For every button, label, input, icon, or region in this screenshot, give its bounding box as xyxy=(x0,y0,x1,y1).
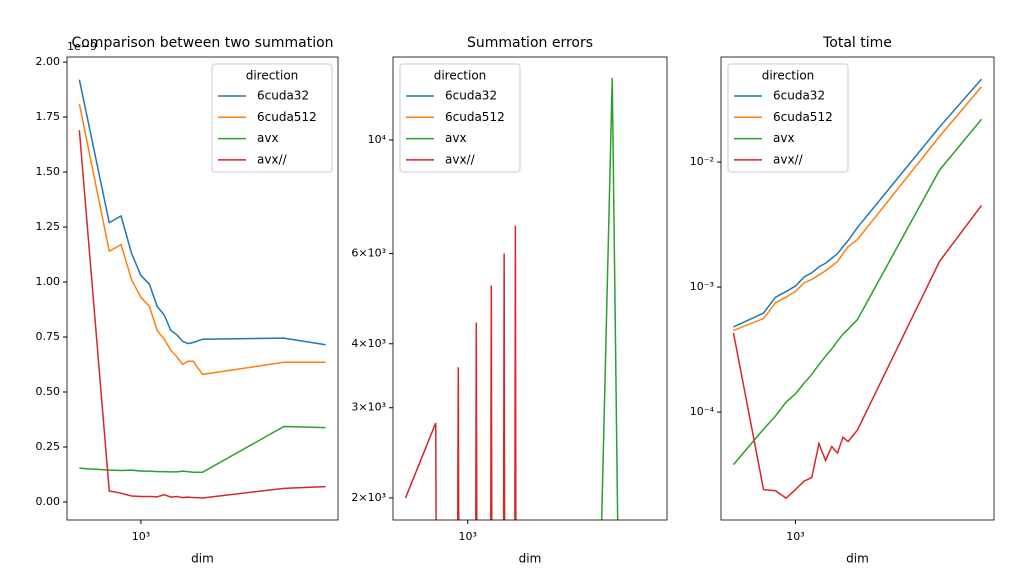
x-axis-label: dim xyxy=(846,552,869,566)
legend-label: avx xyxy=(445,131,467,145)
legend: direction 6cuda32 6cuda512 avx avx// xyxy=(727,63,849,173)
line-series xyxy=(732,118,983,466)
line-series xyxy=(79,425,326,474)
x-tick-label: 10³ xyxy=(459,530,477,543)
plot-area xyxy=(732,78,983,500)
x-axis-label: dim xyxy=(191,552,214,566)
legend-label: 6cuda32 xyxy=(773,89,825,103)
y-tick-label: 0.25 xyxy=(36,440,61,453)
x-tick-label: 10³ xyxy=(786,530,804,543)
legend-title: direction xyxy=(434,69,487,83)
y-tick-label: 0.50 xyxy=(36,385,61,398)
axes-frame xyxy=(720,56,995,521)
chart-title: Total time xyxy=(822,35,892,51)
legend: direction 6cuda32 6cuda512 avx avx// xyxy=(399,63,521,173)
y-tick-label: 1.00 xyxy=(36,275,61,288)
y-tick-label: 1.50 xyxy=(36,165,61,178)
y-tick-label: 2.00 xyxy=(36,55,61,68)
legend-label: avx// xyxy=(445,152,476,166)
axes-frame xyxy=(392,56,668,521)
legend-label: avx xyxy=(257,131,279,145)
y-tick-label: 2×10³ xyxy=(351,491,386,504)
y-tick-label: 10⁴ xyxy=(368,133,387,146)
y-tick-label: 10⁻² xyxy=(690,155,714,168)
y-tick-label: 1.75 xyxy=(36,110,61,123)
legend-title: direction xyxy=(762,69,815,83)
chart-title: Summation errors xyxy=(467,35,593,51)
subplot: Total time dim 10³ 10⁻⁴ 10⁻³ 10⁻² direction 6cu… xyxy=(690,35,995,566)
legend-label: 6cuda512 xyxy=(773,110,833,124)
y-tick-label: 3×10³ xyxy=(351,401,386,414)
y-tick-label: 0.75 xyxy=(36,330,61,343)
chart-title: Comparison between two summation xyxy=(71,35,333,51)
legend-label: avx// xyxy=(773,152,804,166)
line-series xyxy=(732,204,983,500)
axes-frame xyxy=(66,56,339,521)
plot-area xyxy=(78,79,326,499)
line-series xyxy=(78,130,326,499)
legend-box xyxy=(727,63,849,173)
y-tick-label: 1.25 xyxy=(36,220,61,233)
line-series xyxy=(733,78,983,328)
legend-label: 6cuda32 xyxy=(257,89,309,103)
legend-label: avx// xyxy=(257,152,288,166)
legend-label: avx xyxy=(773,131,795,145)
y-tick-label: 10⁻⁴ xyxy=(690,405,715,418)
line-series xyxy=(404,225,517,520)
y-tick-label: 0.00 xyxy=(36,495,61,508)
y-tick-label: 4×10³ xyxy=(351,337,386,350)
line-series xyxy=(78,79,326,346)
legend-label: 6cuda32 xyxy=(445,89,497,103)
legend: direction 6cuda32 6cuda512 avx avx// xyxy=(211,63,333,173)
legend-box xyxy=(211,63,333,173)
legend-title: direction xyxy=(246,69,299,83)
x-axis-label: dim xyxy=(519,552,542,566)
x-tick-label: 10³ xyxy=(132,530,150,543)
line-series xyxy=(78,103,326,376)
y-tick-label: 6×10³ xyxy=(351,247,386,260)
y-offset-label: 1e−9 xyxy=(67,40,97,53)
line-series xyxy=(733,86,983,332)
legend-label: 6cuda512 xyxy=(257,110,317,124)
y-tick-label: 10⁻³ xyxy=(690,280,714,293)
legend-box xyxy=(399,63,521,173)
legend-label: 6cuda512 xyxy=(445,110,505,124)
subplot: Summation errors dim 10³ 2×10³ 3×10³ 4×10³ 6×1… xyxy=(351,35,668,566)
